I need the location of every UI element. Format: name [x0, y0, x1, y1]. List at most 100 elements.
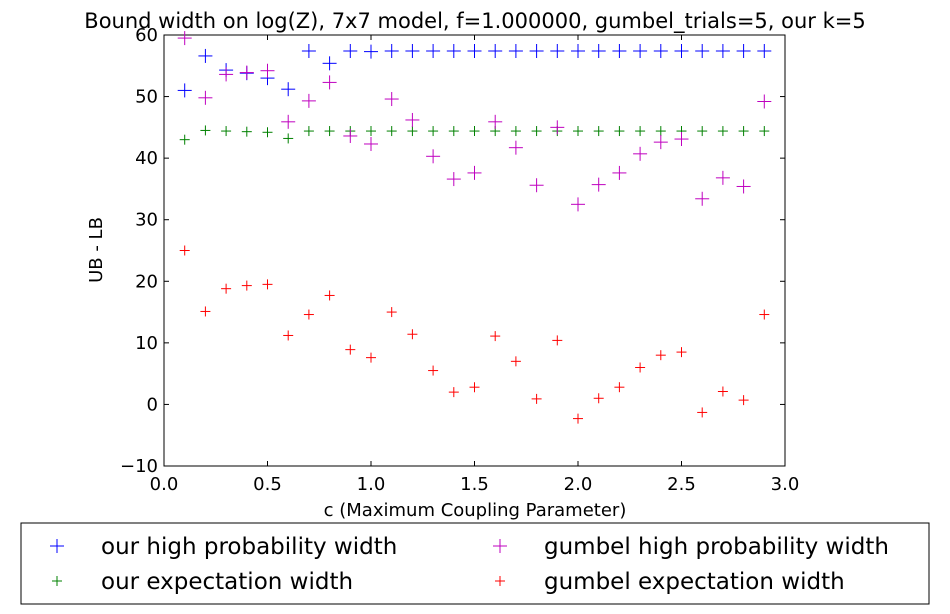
data-point-series-4	[676, 347, 687, 358]
data-point-series-1	[633, 44, 648, 59]
data-point-series-2	[510, 126, 521, 137]
chart-title: Bound width on log(Z), 7x7 model, f=1.00…	[84, 9, 865, 34]
data-point-series-4	[221, 283, 232, 294]
data-point-series-4	[531, 393, 542, 404]
data-point-series-2	[303, 126, 314, 137]
data-point-series-4	[324, 290, 335, 301]
legend-label: gumbel expectation width	[544, 569, 845, 595]
data-point-series-4	[448, 387, 459, 398]
data-point-series-3	[260, 63, 275, 78]
data-point-series-2	[717, 126, 728, 137]
y-tick-label: 40	[135, 148, 158, 169]
y-tick-label: 10	[135, 333, 158, 354]
data-point-series-4	[283, 330, 294, 341]
data-point-series-2	[428, 126, 439, 137]
legend-label: gumbel high probability width	[544, 534, 889, 560]
data-point-series-3	[508, 140, 523, 155]
data-point-series-1	[467, 44, 482, 59]
x-tick-label: 2.0	[564, 474, 593, 495]
plot-area	[163, 34, 786, 467]
data-point-series-3	[757, 94, 772, 109]
data-point-series-2	[573, 126, 583, 137]
data-point-series-4	[262, 279, 273, 290]
data-point-series-1	[198, 48, 213, 63]
data-point-series-3	[239, 65, 254, 80]
data-point-series-3	[488, 114, 503, 129]
data-point-series-4	[552, 335, 563, 346]
legend-items: our high probability width our expectatio…	[50, 534, 889, 595]
legend-label: our expectation width	[101, 569, 353, 595]
data-point-series-3	[674, 132, 689, 147]
data-point-series-1	[426, 44, 441, 59]
data-point-series-2	[200, 125, 211, 136]
legend-marker	[495, 576, 505, 586]
data-point-series-2	[738, 126, 749, 137]
data-point-series-3	[177, 31, 192, 46]
data-point-series-1	[281, 82, 296, 97]
data-point-series-2	[655, 126, 666, 137]
data-point-series-4	[469, 382, 480, 393]
data-point-series-2	[635, 126, 646, 137]
legend-marker	[493, 539, 507, 553]
data-point-series-2	[593, 126, 604, 137]
data-point-series-4	[200, 306, 211, 317]
data-point-series-2	[386, 126, 397, 137]
data-point-series-2	[324, 126, 335, 137]
data-point-series-2	[407, 126, 418, 137]
data-point-series-1	[653, 44, 668, 59]
data-point-series-3	[301, 93, 316, 108]
data-point-series-1	[612, 44, 627, 59]
data-point-series-4	[593, 393, 604, 404]
data-point-series-3	[695, 191, 710, 206]
data-point-series-2	[448, 126, 459, 137]
data-point-series-3	[322, 75, 337, 90]
data-point-series-1	[384, 44, 399, 59]
data-point-series-2	[221, 126, 232, 137]
data-point-series-3	[529, 178, 544, 193]
data-point-series-1	[715, 44, 730, 59]
data-point-series-2	[283, 133, 294, 144]
data-point-series-3	[550, 120, 565, 135]
data-point-series-3	[364, 136, 378, 151]
data-point-series-4	[366, 352, 376, 363]
x-axis: 0.0 0.5 1.0 1.5 2.0 2.5 3.0	[150, 35, 800, 495]
data-point-series-3	[219, 67, 234, 82]
data-point-series-3	[405, 112, 420, 127]
data-point-series-1	[571, 44, 585, 59]
data-point-series-4	[697, 407, 708, 418]
data-point-series-1	[591, 44, 606, 59]
y-axis: −10 0 10 20 30 40 50 60	[120, 25, 785, 477]
data-point-series-1	[736, 44, 751, 59]
x-tick-label: 3.0	[771, 474, 800, 495]
data-point-series-4	[490, 331, 501, 342]
data-point-series-3	[281, 114, 296, 129]
data-point-series-3	[612, 165, 627, 180]
data-point-series-1	[488, 44, 503, 59]
data-point-series-4	[573, 413, 583, 424]
y-tick-label: 30	[135, 210, 158, 231]
data-point-series-3	[198, 90, 213, 105]
data-point-series-1	[343, 44, 358, 59]
y-tick-label: −10	[120, 456, 158, 477]
y-tick-label: 0	[147, 394, 158, 415]
data-point-series-4	[635, 362, 646, 373]
data-point-series-1	[322, 56, 337, 71]
data-point-series-4	[738, 395, 749, 406]
x-tick-label: 1.5	[460, 474, 489, 495]
data-points	[177, 31, 772, 424]
x-tick-label: 1.0	[357, 474, 386, 495]
data-point-series-3	[591, 177, 606, 192]
data-point-series-2	[366, 126, 376, 137]
legend-label: our high probability width	[101, 534, 397, 560]
data-point-series-4	[428, 365, 439, 376]
data-point-series-4	[510, 356, 521, 367]
data-point-series-4	[717, 386, 728, 397]
data-point-series-2	[614, 126, 625, 137]
x-tick-label: 2.5	[667, 474, 696, 495]
data-point-series-4	[614, 382, 625, 393]
data-point-series-3	[426, 149, 441, 164]
legend	[20, 522, 930, 605]
data-point-series-2	[262, 127, 273, 138]
data-point-series-2	[179, 134, 190, 145]
